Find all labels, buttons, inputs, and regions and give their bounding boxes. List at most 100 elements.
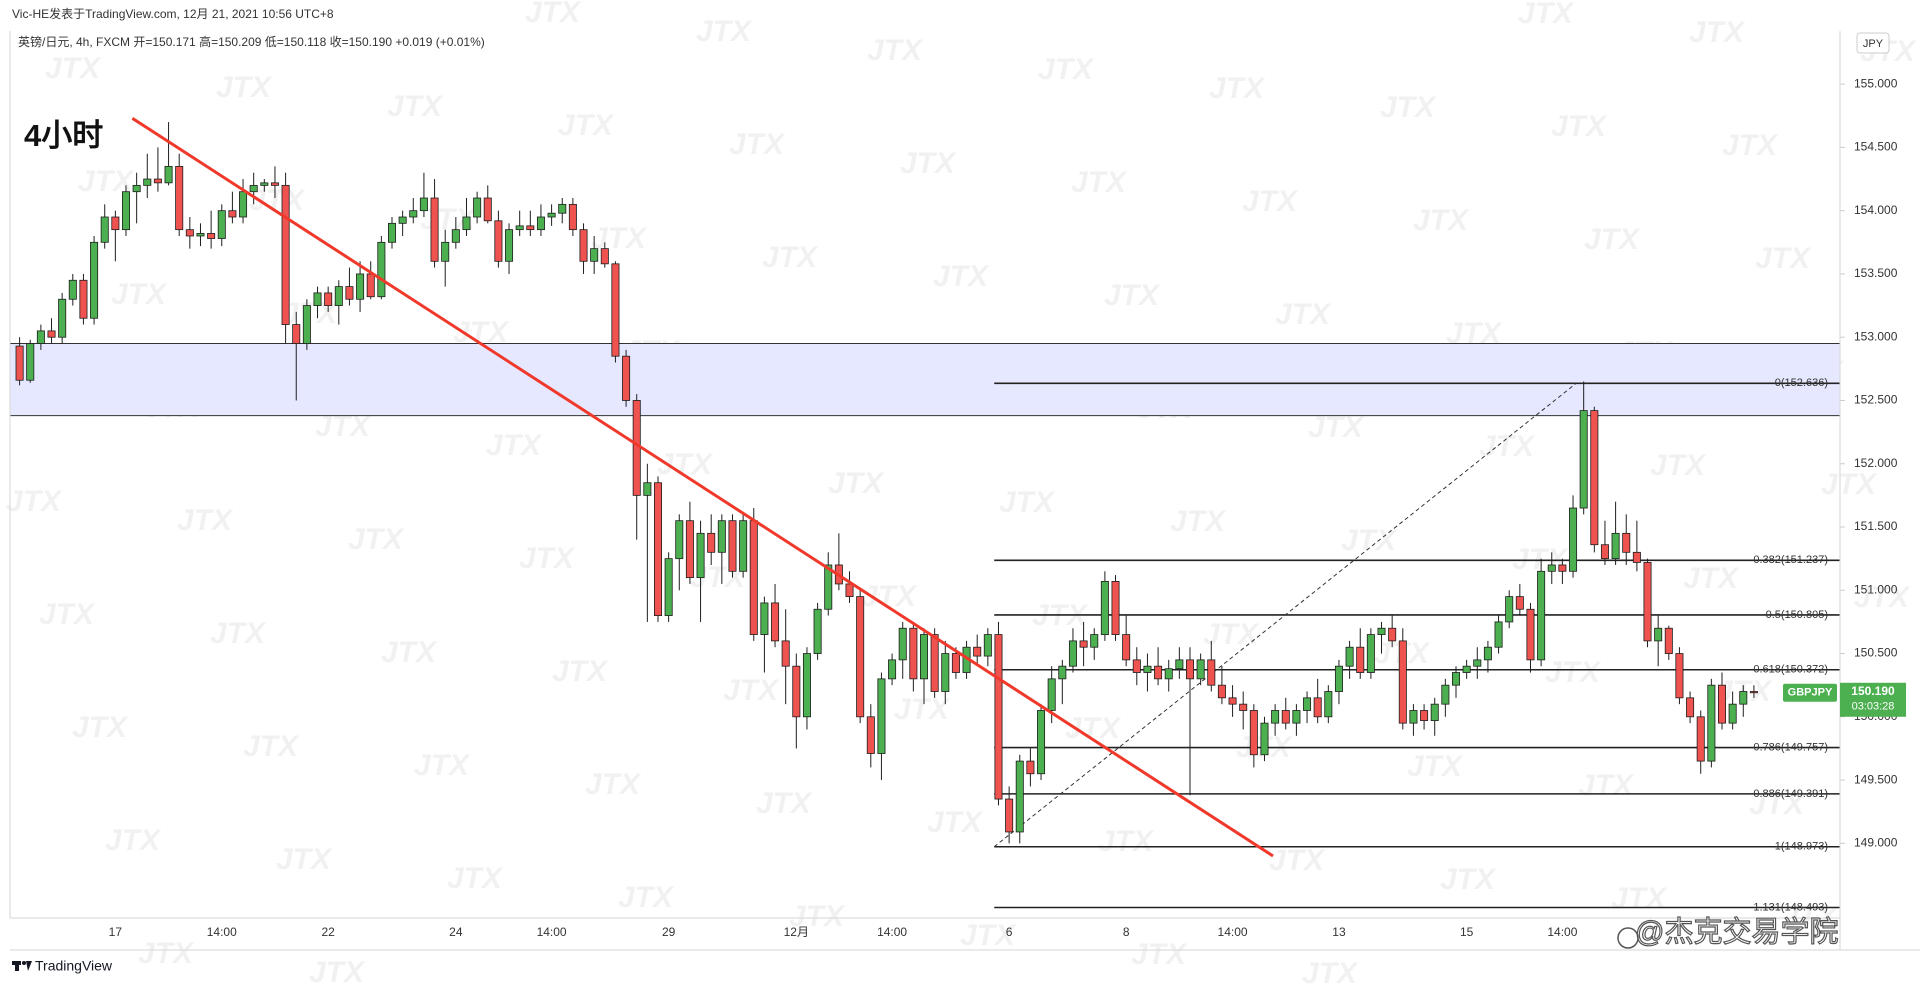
- candle-body: [600, 248, 609, 265]
- fib-label: 0.618(150.372): [1753, 664, 1828, 676]
- x-tick-label: 6: [1006, 925, 1013, 939]
- candle-body: [1249, 710, 1258, 756]
- watermark: JTX: [933, 260, 990, 293]
- candle-body: [36, 330, 45, 344]
- watermark: JTX: [1407, 750, 1464, 783]
- candle-body: [90, 241, 99, 319]
- candle-body: [313, 292, 322, 306]
- candle-body: [419, 197, 428, 212]
- candle-body: [1345, 646, 1354, 667]
- candle-body: [1537, 570, 1546, 661]
- watermark: JTX: [900, 147, 957, 180]
- y-tick-label: 153.500: [1854, 266, 1898, 280]
- candle-body: [824, 564, 833, 610]
- watermark: JTX: [1308, 411, 1365, 444]
- candle-body: [143, 178, 152, 186]
- candle-body: [185, 229, 194, 237]
- x-tick-label: 14:00: [1218, 925, 1248, 939]
- author-line: Vic-HE发表于TradingView.com, 12月 21, 2021 1…: [12, 6, 334, 21]
- candle-body: [685, 520, 694, 579]
- watermark: JTX: [1821, 468, 1878, 501]
- watermark: JTX: [1722, 129, 1779, 162]
- candle-body: [590, 248, 599, 262]
- candle-body: [951, 653, 960, 673]
- candle-body: [1122, 634, 1131, 661]
- candle-body: [1324, 691, 1333, 718]
- watermark: JTX: [1413, 204, 1470, 237]
- watermark: JTX: [1209, 72, 1266, 105]
- candle-body: [1388, 627, 1397, 642]
- fib-label: 0.786(149.757): [1753, 741, 1828, 753]
- candle-body: [1334, 665, 1343, 692]
- candle-body: [324, 292, 333, 306]
- watermark: JTX: [486, 429, 543, 462]
- y-tick-label: 154.000: [1854, 203, 1898, 217]
- candle-body: [877, 678, 886, 754]
- candle-body: [1079, 640, 1088, 648]
- watermark: JTX: [276, 843, 333, 876]
- watermark: JTX: [789, 900, 846, 933]
- candle-body: [1728, 703, 1737, 724]
- candle-body: [175, 165, 184, 231]
- candle-body: [249, 184, 258, 193]
- candle-body: [1643, 562, 1652, 642]
- watermark: JTX: [1782, 901, 1839, 934]
- candle-body: [1739, 691, 1748, 705]
- candle-body: [813, 608, 822, 654]
- watermark: JTX: [1131, 938, 1188, 971]
- last-price-box: [1840, 682, 1906, 717]
- candle-body: [866, 716, 875, 754]
- candle-body: [1260, 722, 1269, 756]
- candle-body: [1579, 410, 1588, 509]
- watermark: JTX: [1302, 957, 1359, 986]
- candle-body: [1303, 697, 1312, 711]
- watermark: JTX: [960, 919, 1017, 952]
- x-tick-label: 14:00: [877, 925, 907, 939]
- watermark: JTX: [552, 655, 609, 688]
- y-tick-label: 151.500: [1854, 519, 1898, 533]
- candle-body: [79, 279, 88, 319]
- candle-body: [122, 191, 131, 231]
- candle-body: [207, 233, 216, 239]
- candle-body: [292, 324, 301, 344]
- x-tick-label: 8: [1123, 925, 1130, 939]
- watermark: JTX: [1440, 863, 1497, 896]
- candle-body: [1239, 703, 1248, 711]
- candle-body: [1473, 659, 1482, 667]
- watermark: JTX: [558, 109, 615, 142]
- candle-body: [983, 634, 992, 657]
- candle-body: [377, 241, 386, 298]
- x-tick-label: 13: [1332, 925, 1346, 939]
- candle-body: [760, 602, 769, 635]
- watermark: JTX: [1584, 223, 1641, 256]
- y-tick-label: 153.000: [1854, 329, 1898, 343]
- watermark: JTX: [1269, 844, 1326, 877]
- watermark: JTX: [723, 674, 780, 707]
- x-tick-label: 12月: [784, 925, 809, 939]
- candle-body: [1377, 627, 1386, 635]
- timeframe-label: 4小时: [24, 118, 103, 153]
- candle-body: [1420, 710, 1429, 722]
- candle-body: [749, 520, 758, 635]
- candle-body: [781, 640, 790, 667]
- watermark: JTX: [618, 881, 675, 914]
- trendline: [131, 117, 1274, 858]
- candle-body: [622, 355, 631, 401]
- watermark: JTX: [1170, 505, 1227, 538]
- candle-body: [409, 210, 418, 218]
- currency-box[interactable]: [1856, 32, 1890, 54]
- candle-body: [1132, 659, 1141, 673]
- candle-body: [366, 273, 375, 298]
- candle-body: [1175, 659, 1184, 670]
- y-tick-label: 155.000: [1854, 76, 1898, 90]
- candle-body: [1675, 653, 1684, 699]
- currency: JPY: [1863, 38, 1884, 50]
- candle-body: [675, 520, 684, 560]
- candle-body: [196, 233, 205, 237]
- candle-body: [345, 286, 354, 300]
- candle-body: [792, 665, 801, 718]
- watermark: JTX: [696, 15, 753, 48]
- candle-body: [1558, 564, 1567, 572]
- y-tick-label: 150.500: [1854, 646, 1898, 660]
- watermark: JTX: [894, 693, 951, 726]
